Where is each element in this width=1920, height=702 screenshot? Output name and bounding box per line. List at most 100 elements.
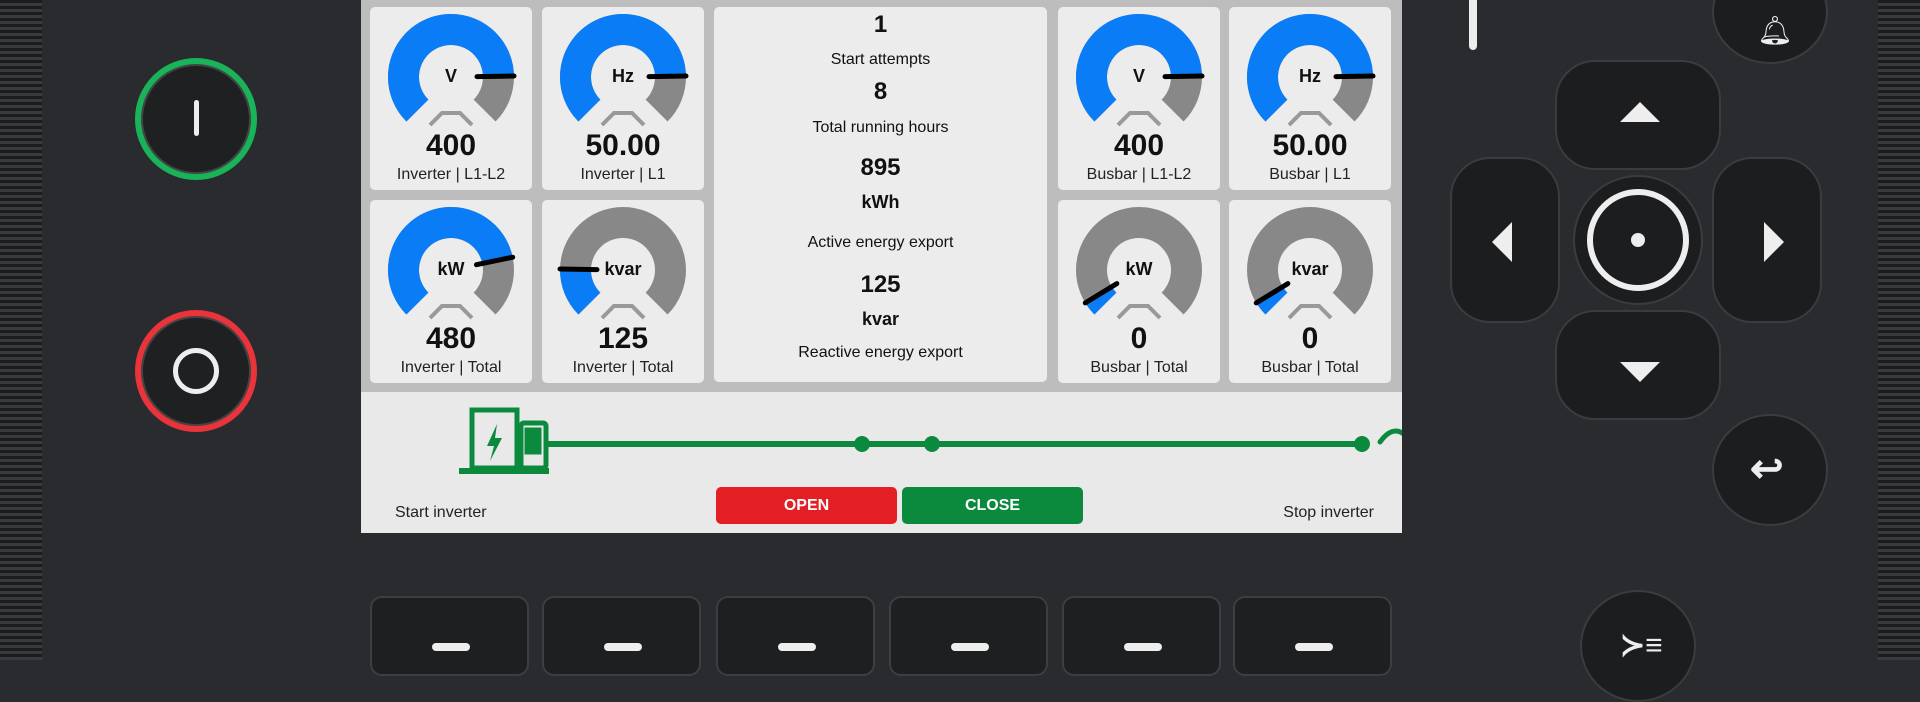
start-attempts-value: 1: [873, 11, 888, 38]
left-button[interactable]: [1450, 157, 1560, 323]
soft-key-6[interactable]: [1233, 596, 1392, 676]
gauge-label: Busbar | Total: [1090, 359, 1188, 376]
gauge-unit: kW: [1125, 259, 1153, 279]
running-hours-value: 8: [873, 78, 888, 105]
gauge-tile: Hz 50.00 Busbar | L1: [1229, 7, 1391, 190]
gauge-needle: [557, 266, 600, 273]
gauge-needle: [1082, 281, 1120, 306]
start-icon: [194, 100, 199, 136]
gauge-tile: kvar 0 Busbar | Total: [1229, 200, 1391, 383]
gauge-dial: [1076, 14, 1205, 127]
running-hours-label: Total running hours: [812, 119, 949, 136]
back-button[interactable]: ↩: [1712, 414, 1828, 526]
gauge-tile: V 400 Busbar | L1-L2: [1058, 7, 1220, 190]
status-indicator: [1469, 0, 1477, 50]
ac-grid-icon: [1377, 428, 1402, 445]
down-button[interactable]: [1555, 310, 1721, 420]
gauge-tile: kW 480 Inverter | Total: [370, 200, 532, 383]
gauge-dial: [1247, 207, 1373, 320]
enter-dot-icon: [1631, 233, 1645, 247]
stop-icon: [173, 348, 219, 394]
gauge-unit: kvar: [1291, 259, 1329, 279]
alarm-button[interactable]: 🔔︎: [1712, 0, 1828, 64]
reactive-energy-value: 125: [860, 271, 901, 298]
bus-node: [1354, 436, 1370, 452]
counters-panel: 1 Start attempts 8 Total running hours 8…: [714, 7, 1047, 382]
gauge-fill: [1085, 286, 1117, 315]
gauge-base-mark: [1287, 304, 1333, 320]
gauge-label: Busbar | L1-L2: [1086, 166, 1192, 183]
gauge-dial: [560, 14, 689, 127]
bell-icon: 🔔︎: [1757, 15, 1793, 46]
gauge-label: Busbar | L1: [1269, 166, 1351, 183]
soft-key-4[interactable]: [889, 596, 1048, 676]
arrow-right-icon: [1764, 222, 1784, 262]
gauge-label: Inverter | Total: [572, 359, 674, 376]
soft-key-1[interactable]: [370, 596, 529, 676]
open-breaker-button[interactable]: OPEN: [716, 487, 897, 524]
gauge-tile: V 400 Inverter | L1-L2: [370, 7, 532, 190]
right-button[interactable]: [1712, 157, 1822, 323]
active-energy-value: 895: [860, 154, 901, 181]
start-button[interactable]: [135, 58, 257, 180]
gauge-dial: [1247, 14, 1376, 127]
gauge-needle: [646, 73, 689, 80]
gauge-fill: [388, 14, 514, 122]
gauge-tile: kvar 125 Inverter | Total: [542, 200, 704, 383]
gauge-value: 480: [425, 322, 477, 355]
gauge-needle: [473, 254, 516, 268]
bus-node: [924, 436, 940, 452]
gauge-value: 50.00: [585, 129, 661, 162]
stop-button[interactable]: [135, 310, 257, 432]
gauge-needle: [474, 73, 517, 80]
device-grip-right: [1878, 0, 1920, 660]
display-screen: V 400 Inverter | L1-L2 Hz 50.00 Inverter…: [361, 0, 1402, 533]
gauge-value: 0: [1301, 322, 1319, 355]
gauge-dial: [557, 207, 686, 320]
gauge-fill: [1247, 14, 1373, 122]
gauge-base-mark: [600, 111, 646, 127]
gauge-label: Inverter | L1: [580, 166, 666, 183]
gauge-fill: [560, 14, 686, 122]
arrow-down-icon: [1620, 362, 1660, 382]
bus-node: [854, 436, 870, 452]
gauge-value: 400: [425, 129, 477, 162]
soft-key-3[interactable]: [716, 596, 875, 676]
gauge-value: 125: [597, 322, 649, 355]
menu-button[interactable]: ≻≡: [1580, 590, 1696, 702]
enter-ring-icon: [1587, 189, 1689, 291]
start-inverter-label: Start inverter: [395, 504, 487, 521]
gauge-label: Inverter | L1-L2: [396, 166, 506, 183]
gauge-fill: [560, 269, 601, 315]
back-icon: ↩: [1750, 447, 1784, 491]
soft-key-5[interactable]: [1062, 596, 1221, 676]
single-line-diagram: Start inverter Stop inverter OPEN CLOSE: [361, 392, 1402, 533]
gauge-needle: [1162, 73, 1205, 80]
gauge-fill: [388, 207, 513, 315]
gauge-needle: [1253, 281, 1291, 306]
active-energy-unit: kWh: [861, 192, 900, 212]
inverter-line-diagram: [459, 407, 1402, 474]
menu-icon: ≻≡: [1620, 629, 1663, 662]
gauge-base-mark: [1116, 304, 1162, 320]
gauge-fill: [1076, 14, 1202, 122]
gauge-base-mark: [600, 304, 646, 320]
reactive-energy-label: Reactive energy export: [798, 344, 963, 361]
soft-key-2[interactable]: [542, 596, 701, 676]
gauge-unit: kvar: [604, 259, 642, 279]
gauge-dial: [1076, 207, 1202, 320]
gauge-base-mark: [428, 304, 474, 320]
arrow-up-icon: [1620, 102, 1660, 122]
gauge-unit: V: [1132, 66, 1145, 86]
up-button[interactable]: [1555, 60, 1721, 170]
gauge-base-mark: [1287, 111, 1333, 127]
enter-button[interactable]: [1573, 175, 1703, 305]
gauge-dial: [388, 14, 517, 127]
gauge-fill: [1256, 286, 1288, 315]
stop-inverter-label: Stop inverter: [1283, 504, 1374, 521]
gauge-unit: kW: [437, 259, 465, 279]
gauge-base-mark: [428, 111, 474, 127]
close-breaker-button[interactable]: CLOSE: [902, 487, 1083, 524]
reactive-energy-unit: kvar: [861, 309, 900, 329]
gauge-value: 0: [1130, 322, 1148, 355]
